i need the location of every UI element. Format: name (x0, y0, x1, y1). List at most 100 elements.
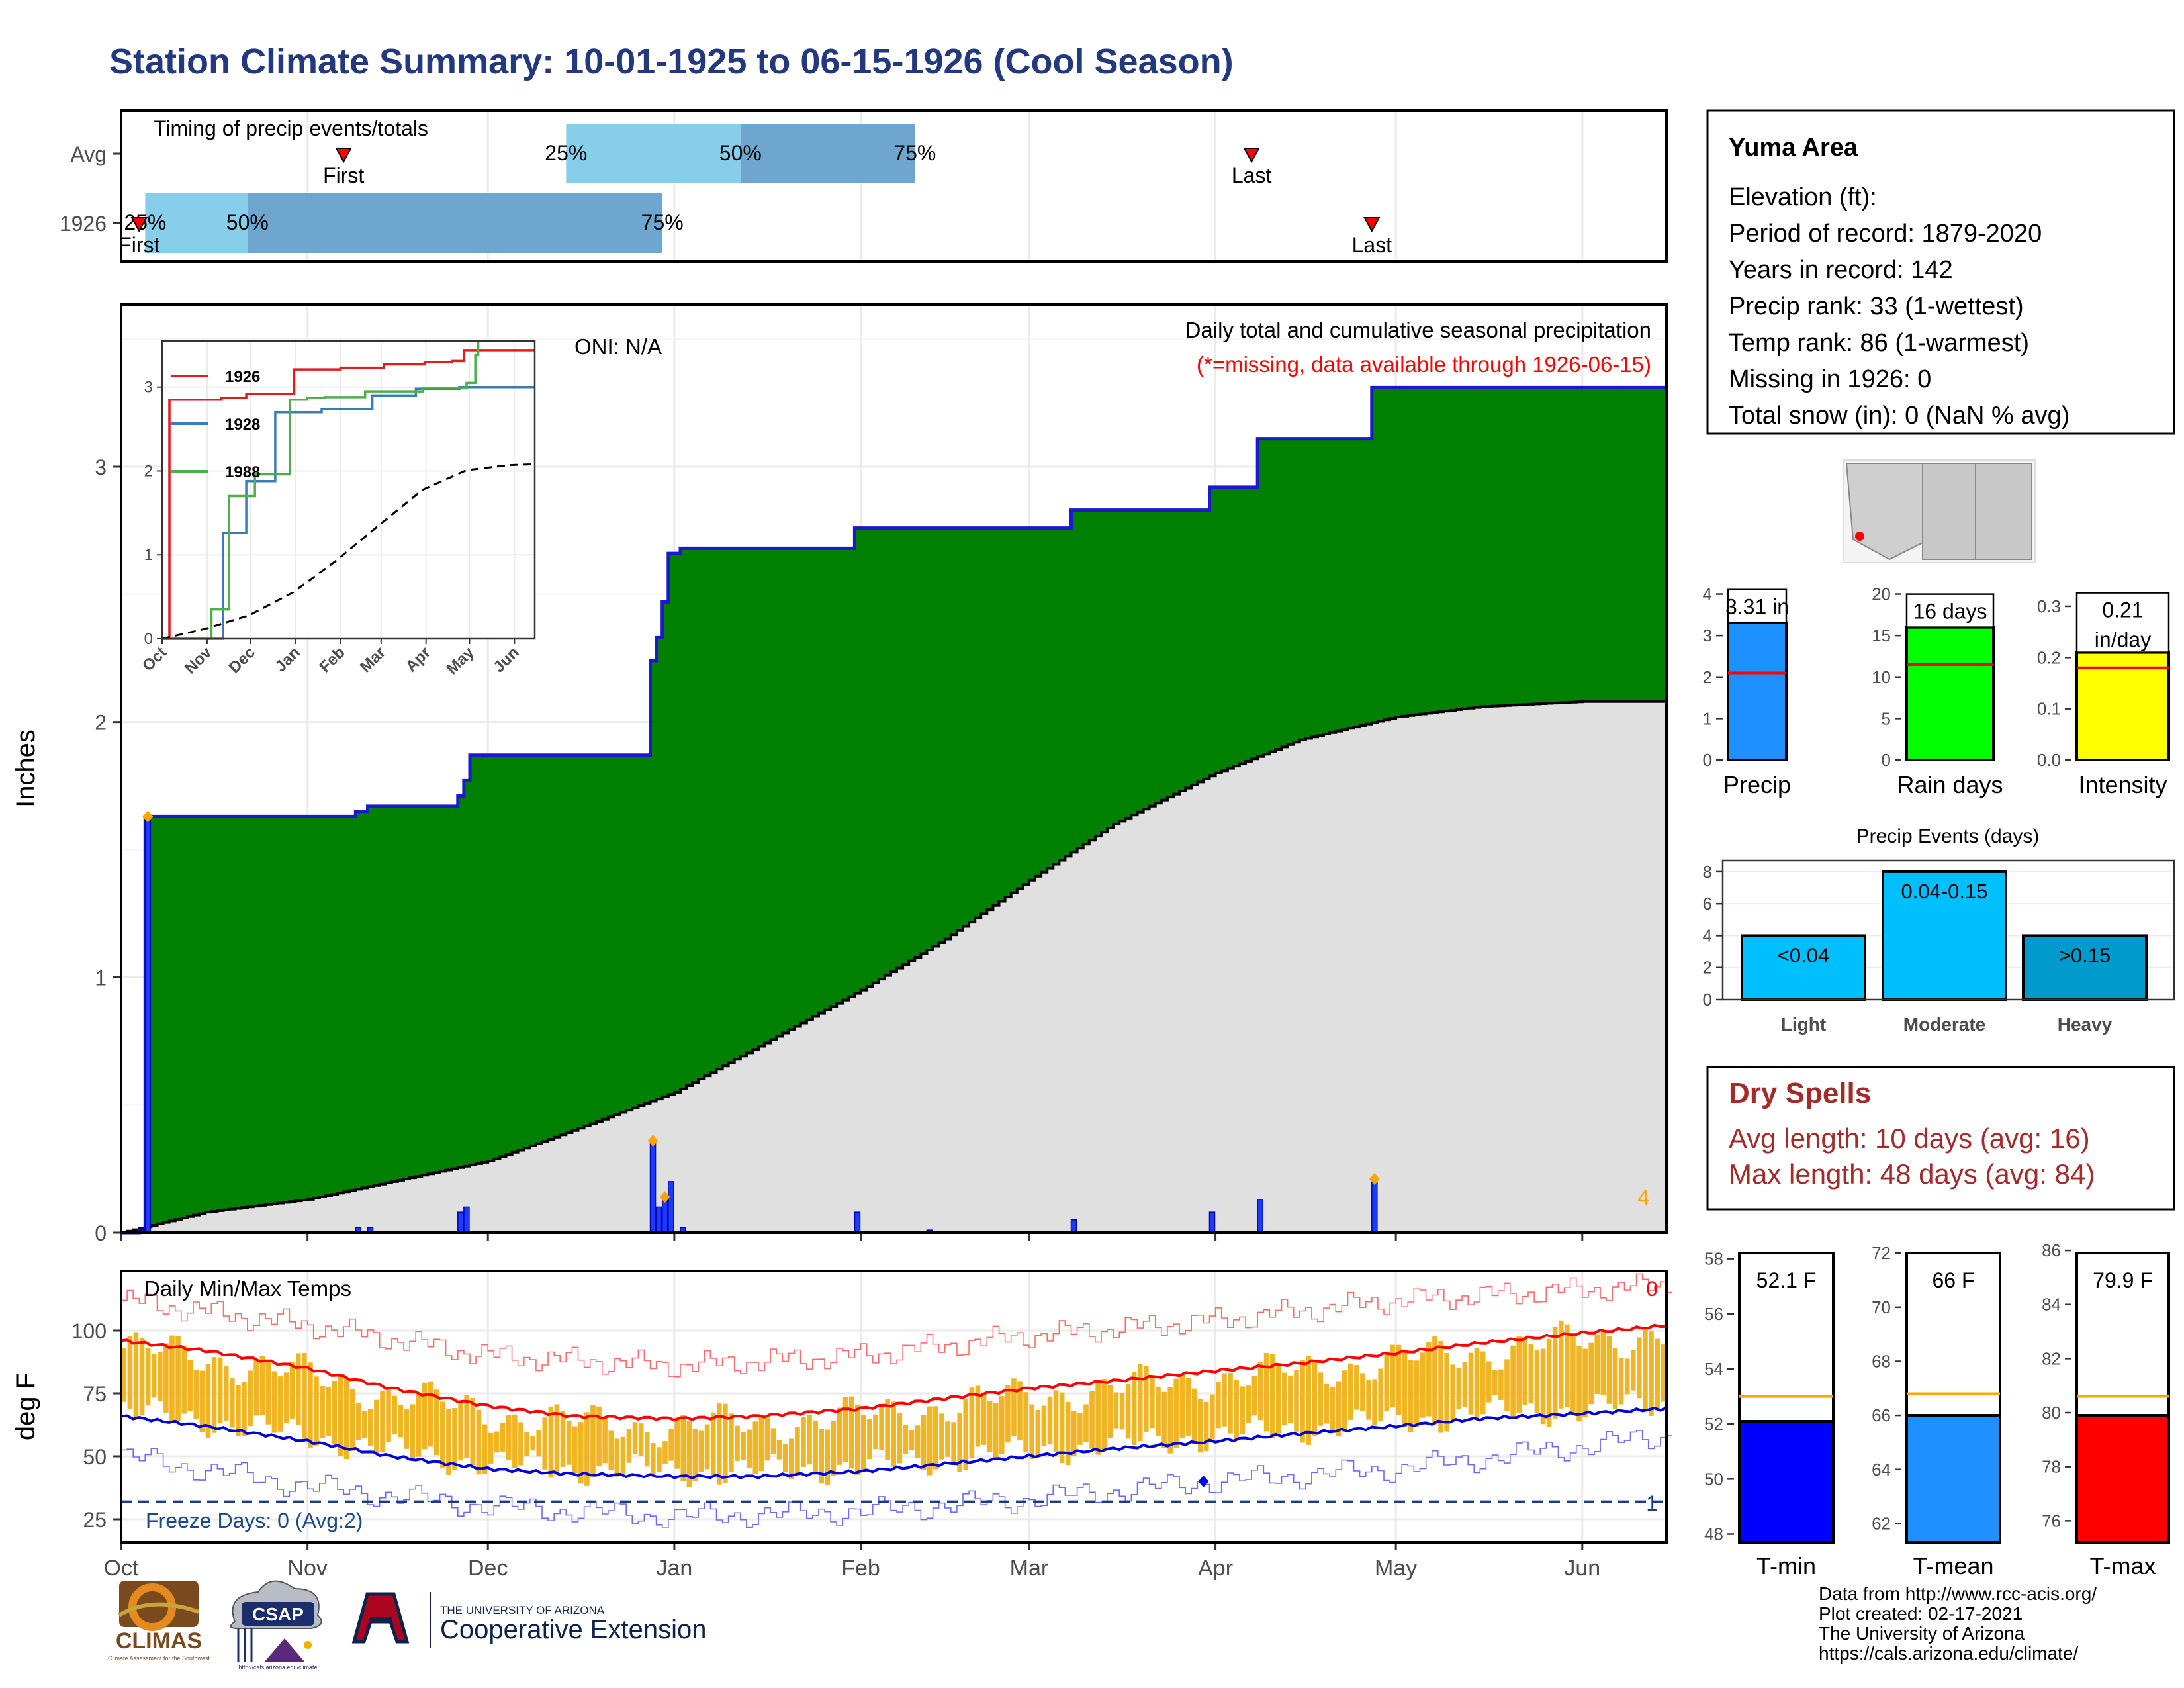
daily-temp-bar (542, 1417, 548, 1470)
event-bar-label: >0.15 (2059, 943, 2111, 966)
daily-precip-bar (1257, 1199, 1263, 1233)
x-tick-label: Jan (656, 1556, 692, 1581)
ua-small-text: THE UNIVERSITY OF ARIZONA (440, 1604, 605, 1617)
info-line: Missing in 1926: 0 (1729, 365, 1931, 393)
temp-bar-name: T-min (1756, 1552, 1816, 1579)
y-tick-label: 0.3 (2037, 596, 2061, 616)
daily-temp-bar (1023, 1392, 1028, 1452)
daily-temp-bar (1450, 1364, 1456, 1421)
normal-min-line (120, 1406, 1667, 1479)
daily-temp-bar (386, 1389, 391, 1442)
daily-temp-bar (789, 1438, 794, 1479)
y-tick-label: 52 (1704, 1414, 1723, 1434)
daily-temp-bar (470, 1397, 476, 1466)
daily-temp-bar (181, 1346, 187, 1414)
daily-temp-bar (361, 1411, 367, 1438)
dry-avg-line: Avg length: 10 days (avg: 16) (1729, 1123, 2090, 1154)
daily-temp-bar (1432, 1336, 1437, 1425)
daily-temp-bar (1354, 1365, 1359, 1410)
info-line: Precip rank: 33 (1-wettest) (1729, 293, 2024, 320)
temp-bar (1738, 1420, 1835, 1544)
summary-bar (1905, 626, 1995, 761)
y-tick-label: 80 (2042, 1403, 2061, 1423)
value-unit-label: in/day (2095, 628, 2151, 652)
daily-temp-bar (987, 1400, 993, 1452)
x-tick-label: Nov (287, 1556, 327, 1581)
daily-temp-bar (410, 1404, 416, 1458)
average-area (121, 701, 1666, 1233)
daily-temp-bar (482, 1424, 488, 1474)
station-location-marker (1855, 532, 1864, 541)
daily-temp-bar (1150, 1376, 1155, 1429)
events-frame (1721, 859, 2175, 1001)
daily-temp-bar (764, 1417, 770, 1461)
daily-temp-bar (1071, 1411, 1077, 1456)
daily-temp-bar (295, 1353, 301, 1425)
oni-label: ONI: N/A (574, 334, 662, 359)
event-marker (130, 217, 148, 233)
first-label: First (118, 233, 159, 257)
normal-max-line (120, 1323, 1667, 1422)
info-line: Total snow (in): 0 (NaN % avg) (1729, 402, 2070, 430)
daily-temp-bar (1444, 1353, 1449, 1432)
daily-temp-bar (236, 1385, 241, 1436)
station-name: Yuma Area (1729, 134, 1858, 162)
daily-temp-bar (1288, 1375, 1293, 1423)
daily-temp-bar (1191, 1388, 1197, 1444)
timing-bar-q25-q50 (566, 124, 741, 183)
daily-temp-bar (945, 1421, 950, 1457)
daily-temp-bar (698, 1430, 704, 1472)
daily-temp-bar (416, 1392, 422, 1457)
daily-temp-bar (747, 1429, 752, 1468)
daily-temp-bar (326, 1387, 331, 1436)
daily-temp-bar (891, 1401, 897, 1467)
daily-temp-bar (1246, 1385, 1251, 1423)
daily-temp-bar (1330, 1387, 1336, 1431)
daily-temp-bar (277, 1376, 283, 1432)
max-precip-marker (647, 1135, 659, 1147)
y-tick-label: 68 (1872, 1351, 1891, 1371)
daily-temp-bar (458, 1401, 463, 1461)
daily-temp-bar (981, 1392, 987, 1445)
temp-bar-name: T-mean (1913, 1552, 1993, 1579)
climas-logo: CLIMAS Climate Assessment for the Southw… (108, 1581, 210, 1662)
daily-temp-bar (1294, 1370, 1299, 1432)
event-bar (2022, 934, 2148, 1001)
daily-temp-bar (265, 1362, 271, 1425)
daily-temp-bar (897, 1413, 903, 1464)
daily-temp-bar (548, 1406, 554, 1478)
value-label-box (2075, 592, 2170, 653)
daily-temp-bar (1185, 1377, 1191, 1437)
daily-precip-bar (1070, 1219, 1077, 1233)
daily-temp-bar (837, 1407, 842, 1465)
y-tick-label: 10 (1872, 667, 1891, 687)
cumulative-area (121, 387, 1666, 1233)
daily-temp-bar (614, 1438, 620, 1477)
daily-temp-bar (1396, 1344, 1402, 1415)
timing-frame (120, 109, 1668, 263)
daily-temp-bar (259, 1356, 265, 1415)
state-shape (1922, 463, 2032, 560)
timing-bar-q50-q75 (247, 193, 662, 253)
daily-precip-bar (457, 1211, 464, 1233)
daily-temp-bar (1588, 1342, 1594, 1405)
temp-summary-bars: 48 50 52 54 56 58 52.1 F T-min 62 64 66 68 70 72 66 F T… (1704, 1241, 2174, 1579)
daily-temp-bar (1360, 1373, 1365, 1411)
daily-temp-bar (657, 1447, 662, 1472)
daily-temp-bar (1552, 1327, 1558, 1419)
y-tick-label: 2 (1703, 667, 1712, 687)
daily-temp-bar (1378, 1368, 1383, 1421)
daily-temp-bar (770, 1428, 776, 1454)
daily-temp-bar (1462, 1362, 1468, 1407)
daily-temp-bar (404, 1409, 410, 1449)
daily-temp-bar (1095, 1380, 1101, 1455)
average-line (121, 700, 1666, 1234)
timing-label: Timing of precip events/totals (154, 117, 428, 140)
temp-bar-name: T-max (2089, 1552, 2156, 1579)
last-label: Last (1232, 164, 1272, 187)
daily-temp-bar (927, 1406, 933, 1476)
daily-temp-bar (1173, 1378, 1179, 1448)
temp-bar-top (1738, 1252, 1835, 1423)
daily-temp-bar (374, 1399, 379, 1454)
climas-text: CLIMAS (116, 1628, 202, 1654)
